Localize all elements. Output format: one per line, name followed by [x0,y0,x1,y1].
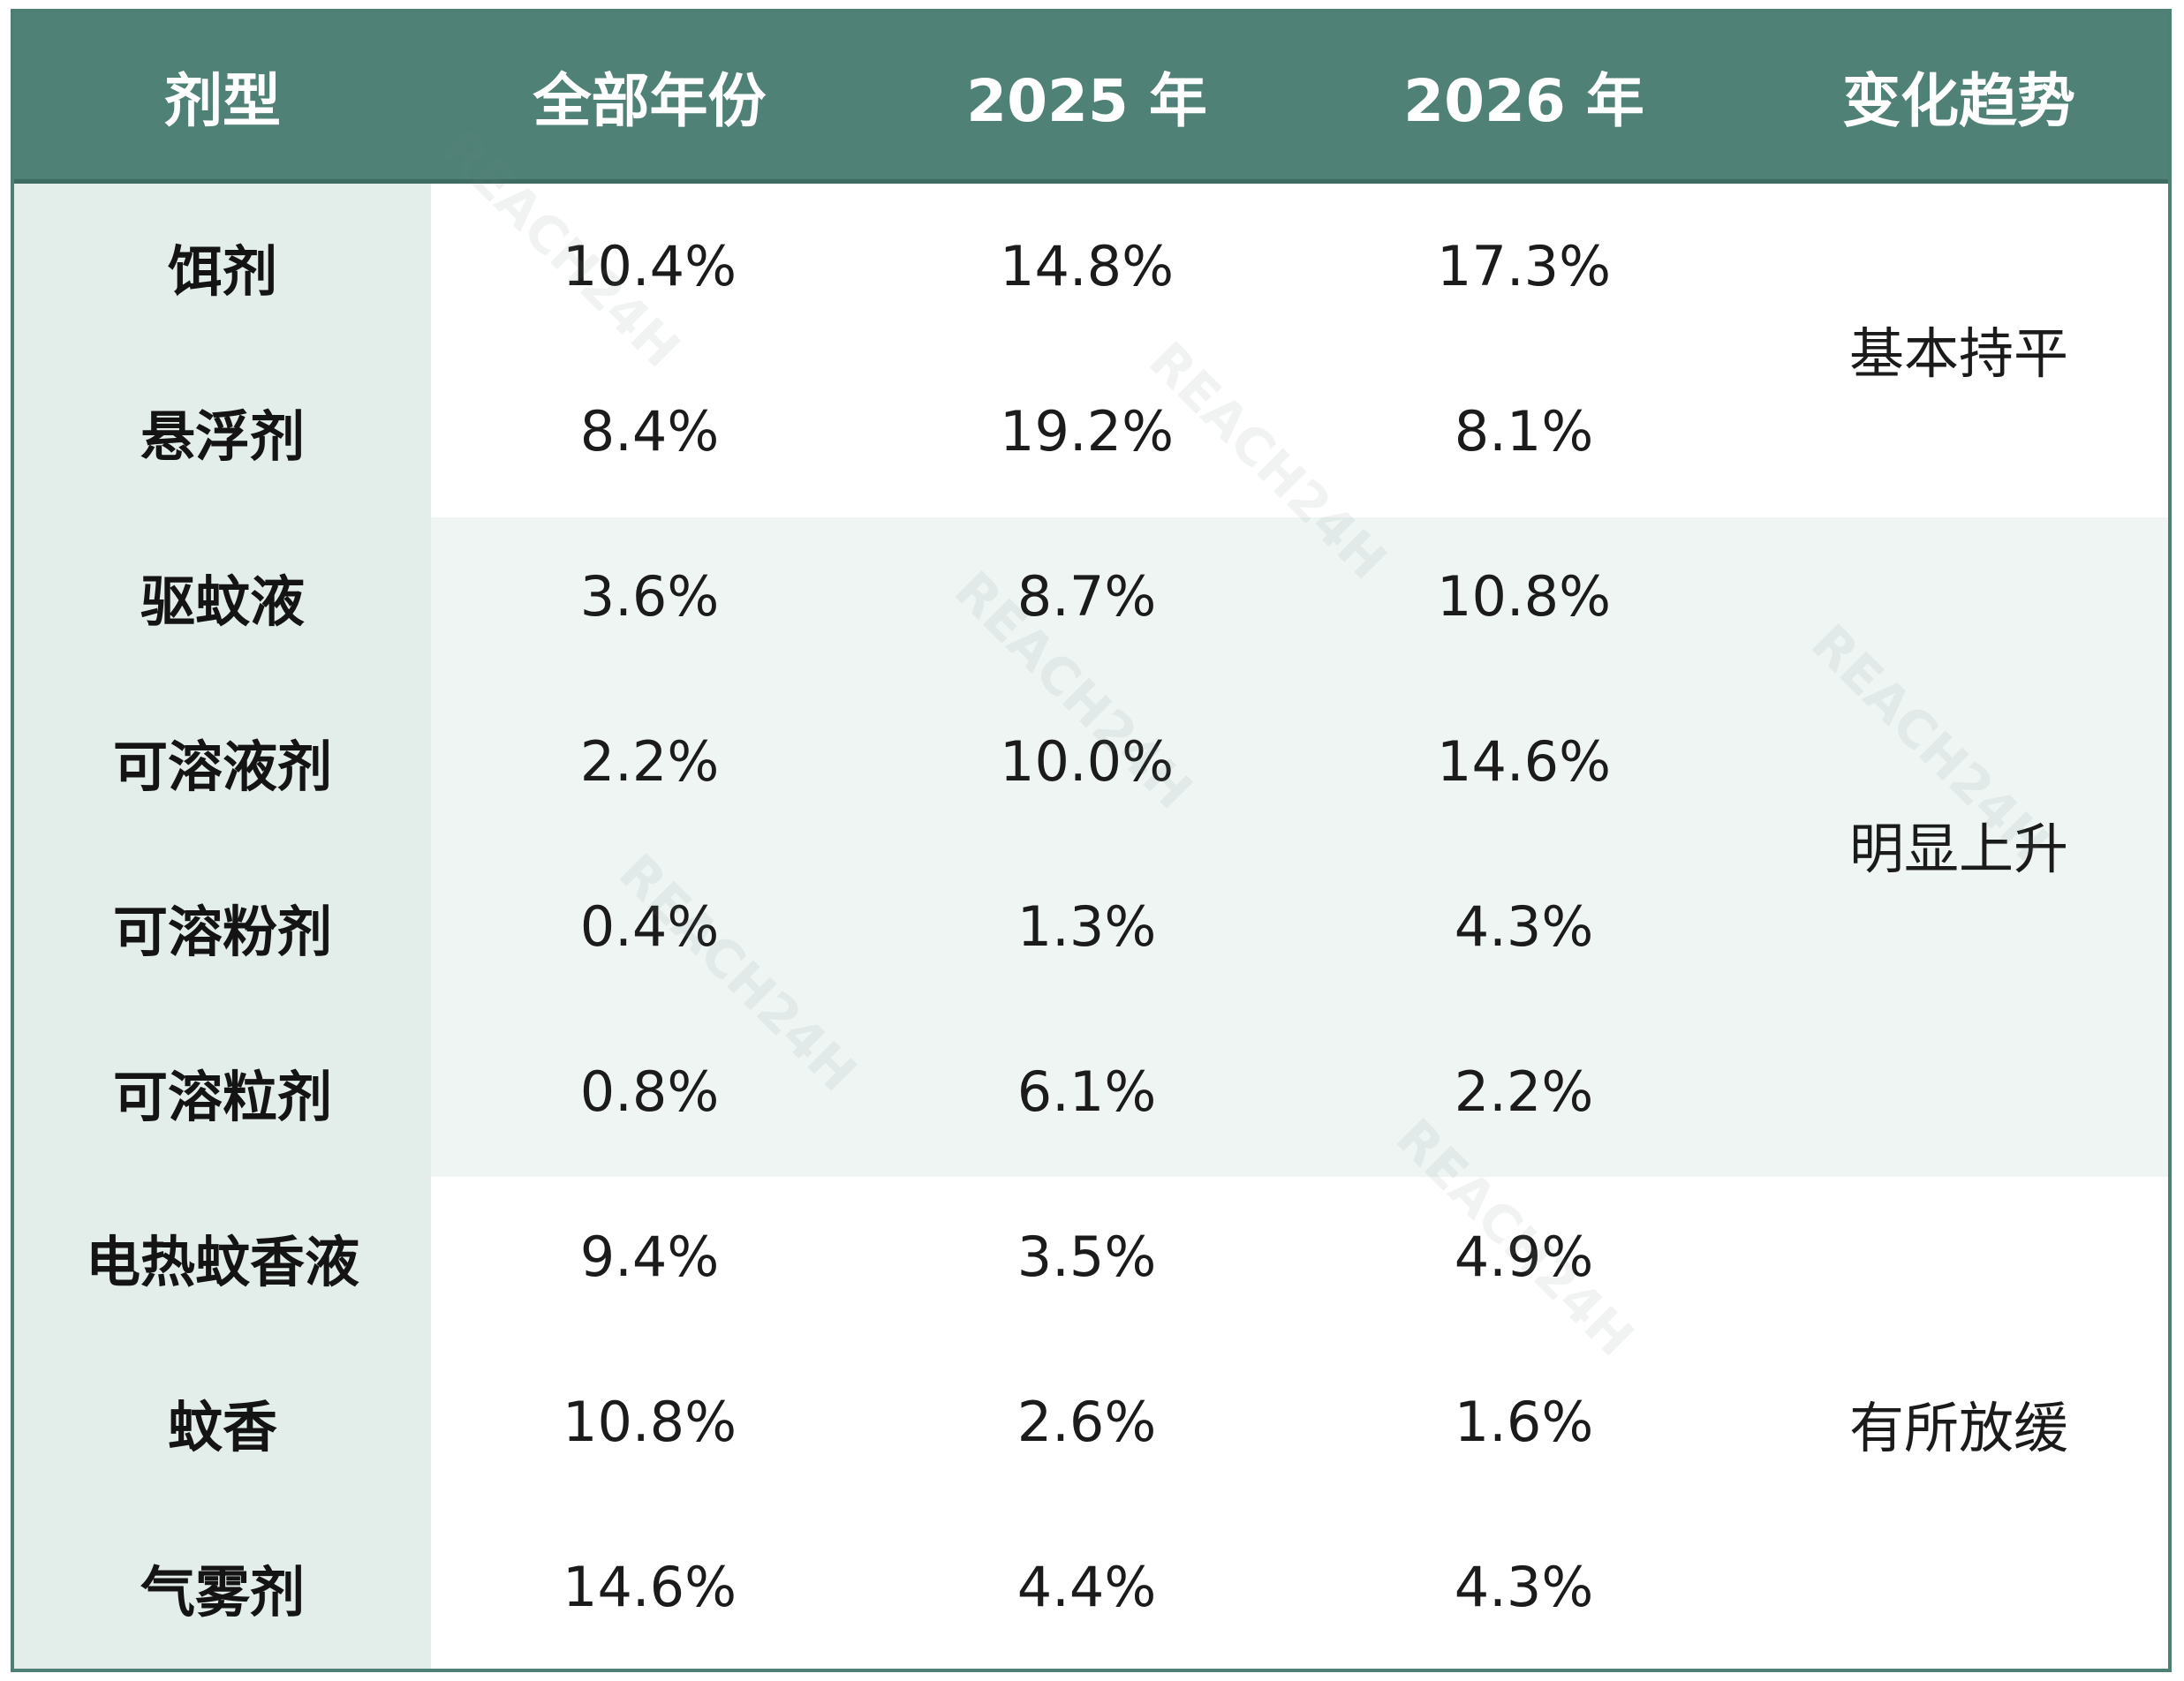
header-2025: 2025 年 [966,66,1207,135]
trend-flat: 基本持平 [1848,321,2068,386]
value-2025: 10.0% [1000,729,1174,794]
table-row: 可溶粉剂 0.4% 1.3% 4.3% [14,844,2168,1009]
value-2026: 14.6% [1437,729,1611,794]
row-name: 驱蚊液 [140,569,305,634]
row-name: 蚊香 [167,1394,277,1459]
value-2025: 3.5% [1016,1225,1157,1289]
table-row: 悬浮剂 8.4% 19.2% 8.1% [14,349,2168,514]
row-name: 悬浮剂 [140,403,305,469]
row-name: 可溶粒剂 [112,1064,332,1129]
value-all-years: 14.6% [563,1555,737,1619]
value-2026: 4.3% [1454,894,1594,959]
value-2025: 6.1% [1016,1059,1157,1124]
header-formulation: 剂型 [164,66,281,135]
value-all-years: 3.6% [579,564,720,629]
value-2026: 2.2% [1454,1059,1594,1124]
value-2026: 4.9% [1454,1225,1594,1289]
value-2025: 8.7% [1016,564,1157,629]
value-all-years: 10.8% [563,1390,737,1454]
value-2026: 1.6% [1454,1390,1594,1454]
value-2025: 14.8% [1000,234,1174,298]
value-all-years: 10.4% [563,234,737,298]
value-2026: 4.3% [1454,1555,1594,1619]
row-name: 气雾剂 [140,1559,305,1624]
value-all-years: 9.4% [579,1225,720,1289]
table-row: 气雾剂 14.6% 4.4% 4.3% [14,1504,2168,1669]
table-row: 驱蚊液 3.6% 8.7% 10.8% [14,514,2168,679]
row-name: 可溶液剂 [112,734,332,799]
header-trend: 变化趋势 [1842,66,2075,135]
value-2025: 19.2% [1000,399,1174,464]
value-2025: 4.4% [1016,1555,1157,1619]
value-2026: 8.1% [1454,399,1594,464]
value-2025: 1.3% [1016,894,1157,959]
value-2026: 17.3% [1437,234,1611,298]
value-all-years: 2.2% [579,729,720,794]
value-all-years: 8.4% [579,399,720,464]
first-column-background [14,184,431,1669]
value-2026: 10.8% [1437,564,1611,629]
table-row: 可溶液剂 2.2% 10.0% 14.6% [14,679,2168,844]
table-row: 可溶粒剂 0.8% 6.1% 2.2% [14,1009,2168,1174]
table-row: 电热蚊香液 9.4% 3.5% 4.9% [14,1174,2168,1339]
row-name: 可溶粉剂 [112,899,332,964]
trend-slowing: 有所放缓 [1848,1396,2068,1460]
table-row: 饵剂 10.4% 14.8% 17.3% [14,184,2168,349]
header-all-years: 全部年份 [533,66,767,135]
value-2025: 2.6% [1016,1390,1157,1454]
table-header: 剂型 全部年份 2025 年 2026 年 变化趋势 [14,12,2168,184]
value-all-years: 0.8% [579,1059,720,1124]
trend-rising: 明显上升 [1848,817,2068,881]
row-name: 电热蚊香液 [85,1229,359,1294]
table-row: 蚊香 10.8% 2.6% 1.6% [14,1339,2168,1504]
row-name: 饵剂 [167,238,277,304]
value-all-years: 0.4% [579,894,720,959]
header-2026: 2026 年 [1403,66,1644,135]
formulation-table: 剂型 全部年份 2025 年 2026 年 变化趋势 饵剂 10.4% 14.8… [11,9,2172,1672]
middle-band-background [431,517,2168,1177]
